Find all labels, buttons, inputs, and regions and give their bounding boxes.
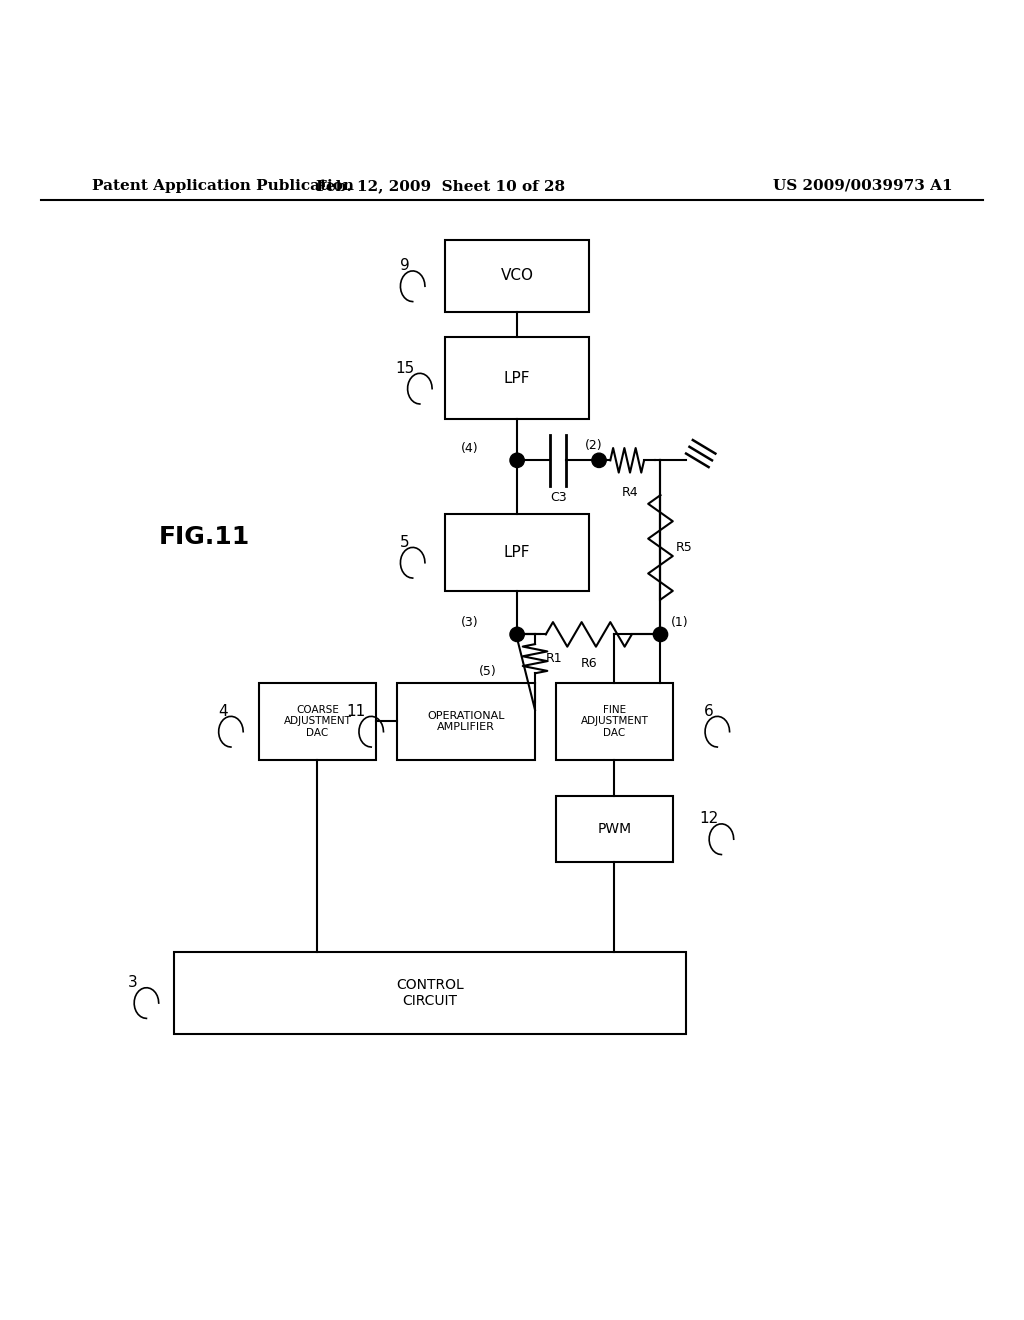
Text: Feb. 12, 2009  Sheet 10 of 28: Feb. 12, 2009 Sheet 10 of 28 bbox=[315, 180, 565, 193]
Text: CONTROL
CIRCUIT: CONTROL CIRCUIT bbox=[396, 978, 464, 1008]
Text: OPERATIONAL
AMPLIFIER: OPERATIONAL AMPLIFIER bbox=[427, 710, 505, 733]
Text: (5): (5) bbox=[478, 665, 497, 678]
Text: Patent Application Publication: Patent Application Publication bbox=[92, 180, 354, 193]
Text: (1): (1) bbox=[671, 616, 688, 630]
FancyBboxPatch shape bbox=[445, 240, 589, 312]
Text: US 2009/0039973 A1: US 2009/0039973 A1 bbox=[773, 180, 952, 193]
Text: R6: R6 bbox=[581, 657, 597, 671]
Text: FIG.11: FIG.11 bbox=[159, 525, 250, 549]
Text: 5: 5 bbox=[399, 535, 410, 549]
FancyBboxPatch shape bbox=[555, 682, 674, 760]
Circle shape bbox=[510, 627, 524, 642]
Text: FINE
ADJUSTMENT
DAC: FINE ADJUSTMENT DAC bbox=[581, 705, 648, 738]
FancyBboxPatch shape bbox=[445, 338, 589, 420]
Text: 15: 15 bbox=[395, 360, 414, 376]
Text: 3: 3 bbox=[128, 975, 138, 990]
FancyBboxPatch shape bbox=[445, 513, 589, 591]
Text: 4: 4 bbox=[218, 704, 227, 718]
Text: (4): (4) bbox=[461, 442, 478, 455]
FancyBboxPatch shape bbox=[258, 682, 377, 760]
Text: LPF: LPF bbox=[504, 371, 530, 385]
Text: 12: 12 bbox=[699, 812, 719, 826]
Circle shape bbox=[510, 453, 524, 467]
Text: LPF: LPF bbox=[504, 545, 530, 560]
Text: R5: R5 bbox=[676, 541, 692, 554]
FancyBboxPatch shape bbox=[555, 796, 674, 862]
Text: C3: C3 bbox=[550, 491, 566, 504]
Circle shape bbox=[592, 453, 606, 467]
Text: R1: R1 bbox=[545, 652, 562, 665]
Text: (2): (2) bbox=[585, 440, 603, 453]
Text: (3): (3) bbox=[461, 616, 478, 630]
FancyBboxPatch shape bbox=[397, 682, 535, 760]
FancyBboxPatch shape bbox=[174, 952, 686, 1034]
Text: R4: R4 bbox=[622, 486, 638, 499]
Text: 11: 11 bbox=[346, 704, 366, 718]
Text: PWM: PWM bbox=[597, 822, 632, 836]
Text: VCO: VCO bbox=[501, 268, 534, 284]
Text: 9: 9 bbox=[399, 259, 410, 273]
Circle shape bbox=[653, 627, 668, 642]
Text: 6: 6 bbox=[705, 704, 714, 718]
Text: COARSE
ADJUSTMENT
DAC: COARSE ADJUSTMENT DAC bbox=[284, 705, 351, 738]
